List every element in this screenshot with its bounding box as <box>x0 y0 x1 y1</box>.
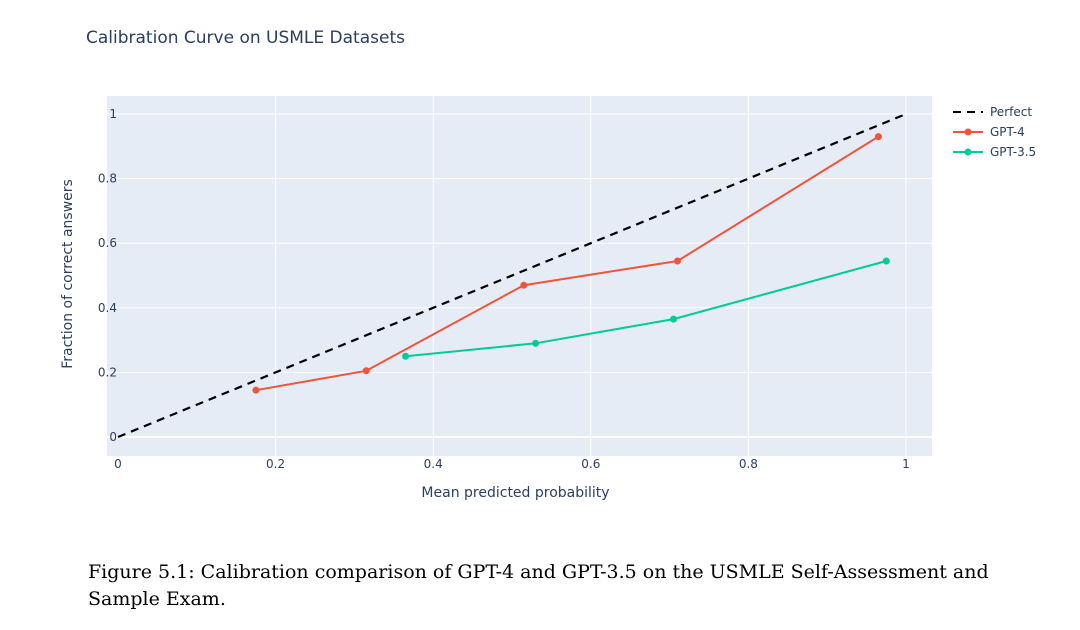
x-tick-label: 0 <box>114 457 122 471</box>
legend: Perfect GPT-4 GPT-3.5 <box>953 105 1036 159</box>
grid-lines <box>107 96 932 456</box>
data-point-gpt-3-5 <box>882 257 890 265</box>
legend-marker-gpt-3-5 <box>964 148 972 156</box>
series-line-gpt-3-5 <box>405 260 887 358</box>
y-tick-label: 0.8 <box>98 172 117 186</box>
x-axis-label: Mean predicted probability <box>421 485 609 501</box>
figure-caption: Figure 5.1: Calibration comparison of GP… <box>88 561 989 610</box>
legend-item-perfect[interactable]: Perfect <box>953 105 1032 119</box>
data-point-gpt-3-5 <box>402 352 410 360</box>
data-point-gpt-4 <box>252 386 260 394</box>
x-tick-label: 0.8 <box>739 457 758 471</box>
data-point-gpt-4 <box>362 367 370 375</box>
data-point-gpt-3-5 <box>670 315 678 323</box>
y-tick-label: 0 <box>109 430 117 444</box>
plot-area <box>107 96 932 456</box>
y-tick-label: 0.4 <box>98 301 117 315</box>
legend-label: GPT-4 <box>990 125 1025 139</box>
x-tick-label: 0.2 <box>266 457 285 471</box>
legend-marker-gpt-4 <box>964 128 972 136</box>
legend-label: Perfect <box>990 105 1032 119</box>
legend-item-gpt-4[interactable]: GPT-4 <box>953 125 1025 139</box>
legend-label: GPT-3.5 <box>990 145 1036 159</box>
legend-item-gpt-3-5[interactable]: GPT-3.5 <box>953 145 1036 159</box>
y-tick-label: 0.6 <box>98 236 117 250</box>
x-tick-label: 0.6 <box>581 457 600 471</box>
series-line-perfect <box>117 112 907 439</box>
calibration-chart: 0 0.2 0.4 0.6 0.8 1 0 0.2 0.4 0.6 0.8 1 Mean predic… <box>60 96 1036 501</box>
data-point-gpt-4 <box>874 133 882 141</box>
x-tick-label: 0.4 <box>424 457 443 471</box>
axis-ticks: 0 0.2 0.4 0.6 0.8 1 0 0.2 0.4 0.6 0.8 1 <box>98 107 910 471</box>
data-point-gpt-3-5 <box>532 339 540 347</box>
data-point-gpt-4 <box>520 281 528 289</box>
x-tick-label: 1 <box>902 457 910 471</box>
chart-title: Calibration Curve on USMLE Datasets <box>86 28 405 48</box>
y-tick-label: 1 <box>109 107 117 121</box>
data-point-gpt-4 <box>673 257 681 265</box>
y-axis-label: Fraction of correct answers <box>60 179 76 369</box>
y-tick-label: 0.2 <box>98 365 117 379</box>
series-layer <box>117 112 907 439</box>
